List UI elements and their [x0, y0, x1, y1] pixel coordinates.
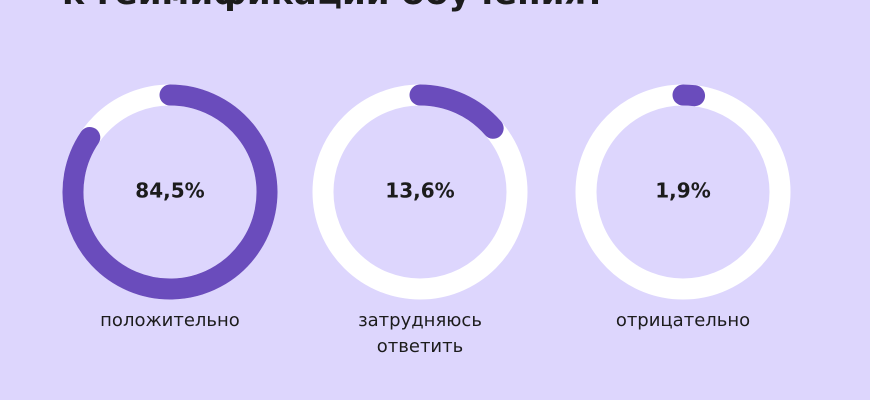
value-label: 13,6%	[385, 179, 454, 203]
value-label: 1,9%	[655, 179, 710, 203]
chart-title: к геймификации обучения?	[62, 0, 606, 13]
category-label: отрицательно	[615, 310, 751, 331]
donut-arc	[409, 84, 504, 139]
donut-arc	[672, 84, 706, 107]
value-label: 84,5%	[135, 179, 204, 203]
donut-arc	[62, 84, 278, 300]
category-label: положительно	[100, 310, 240, 331]
category-label: затрудняюсь ответить	[358, 310, 482, 357]
